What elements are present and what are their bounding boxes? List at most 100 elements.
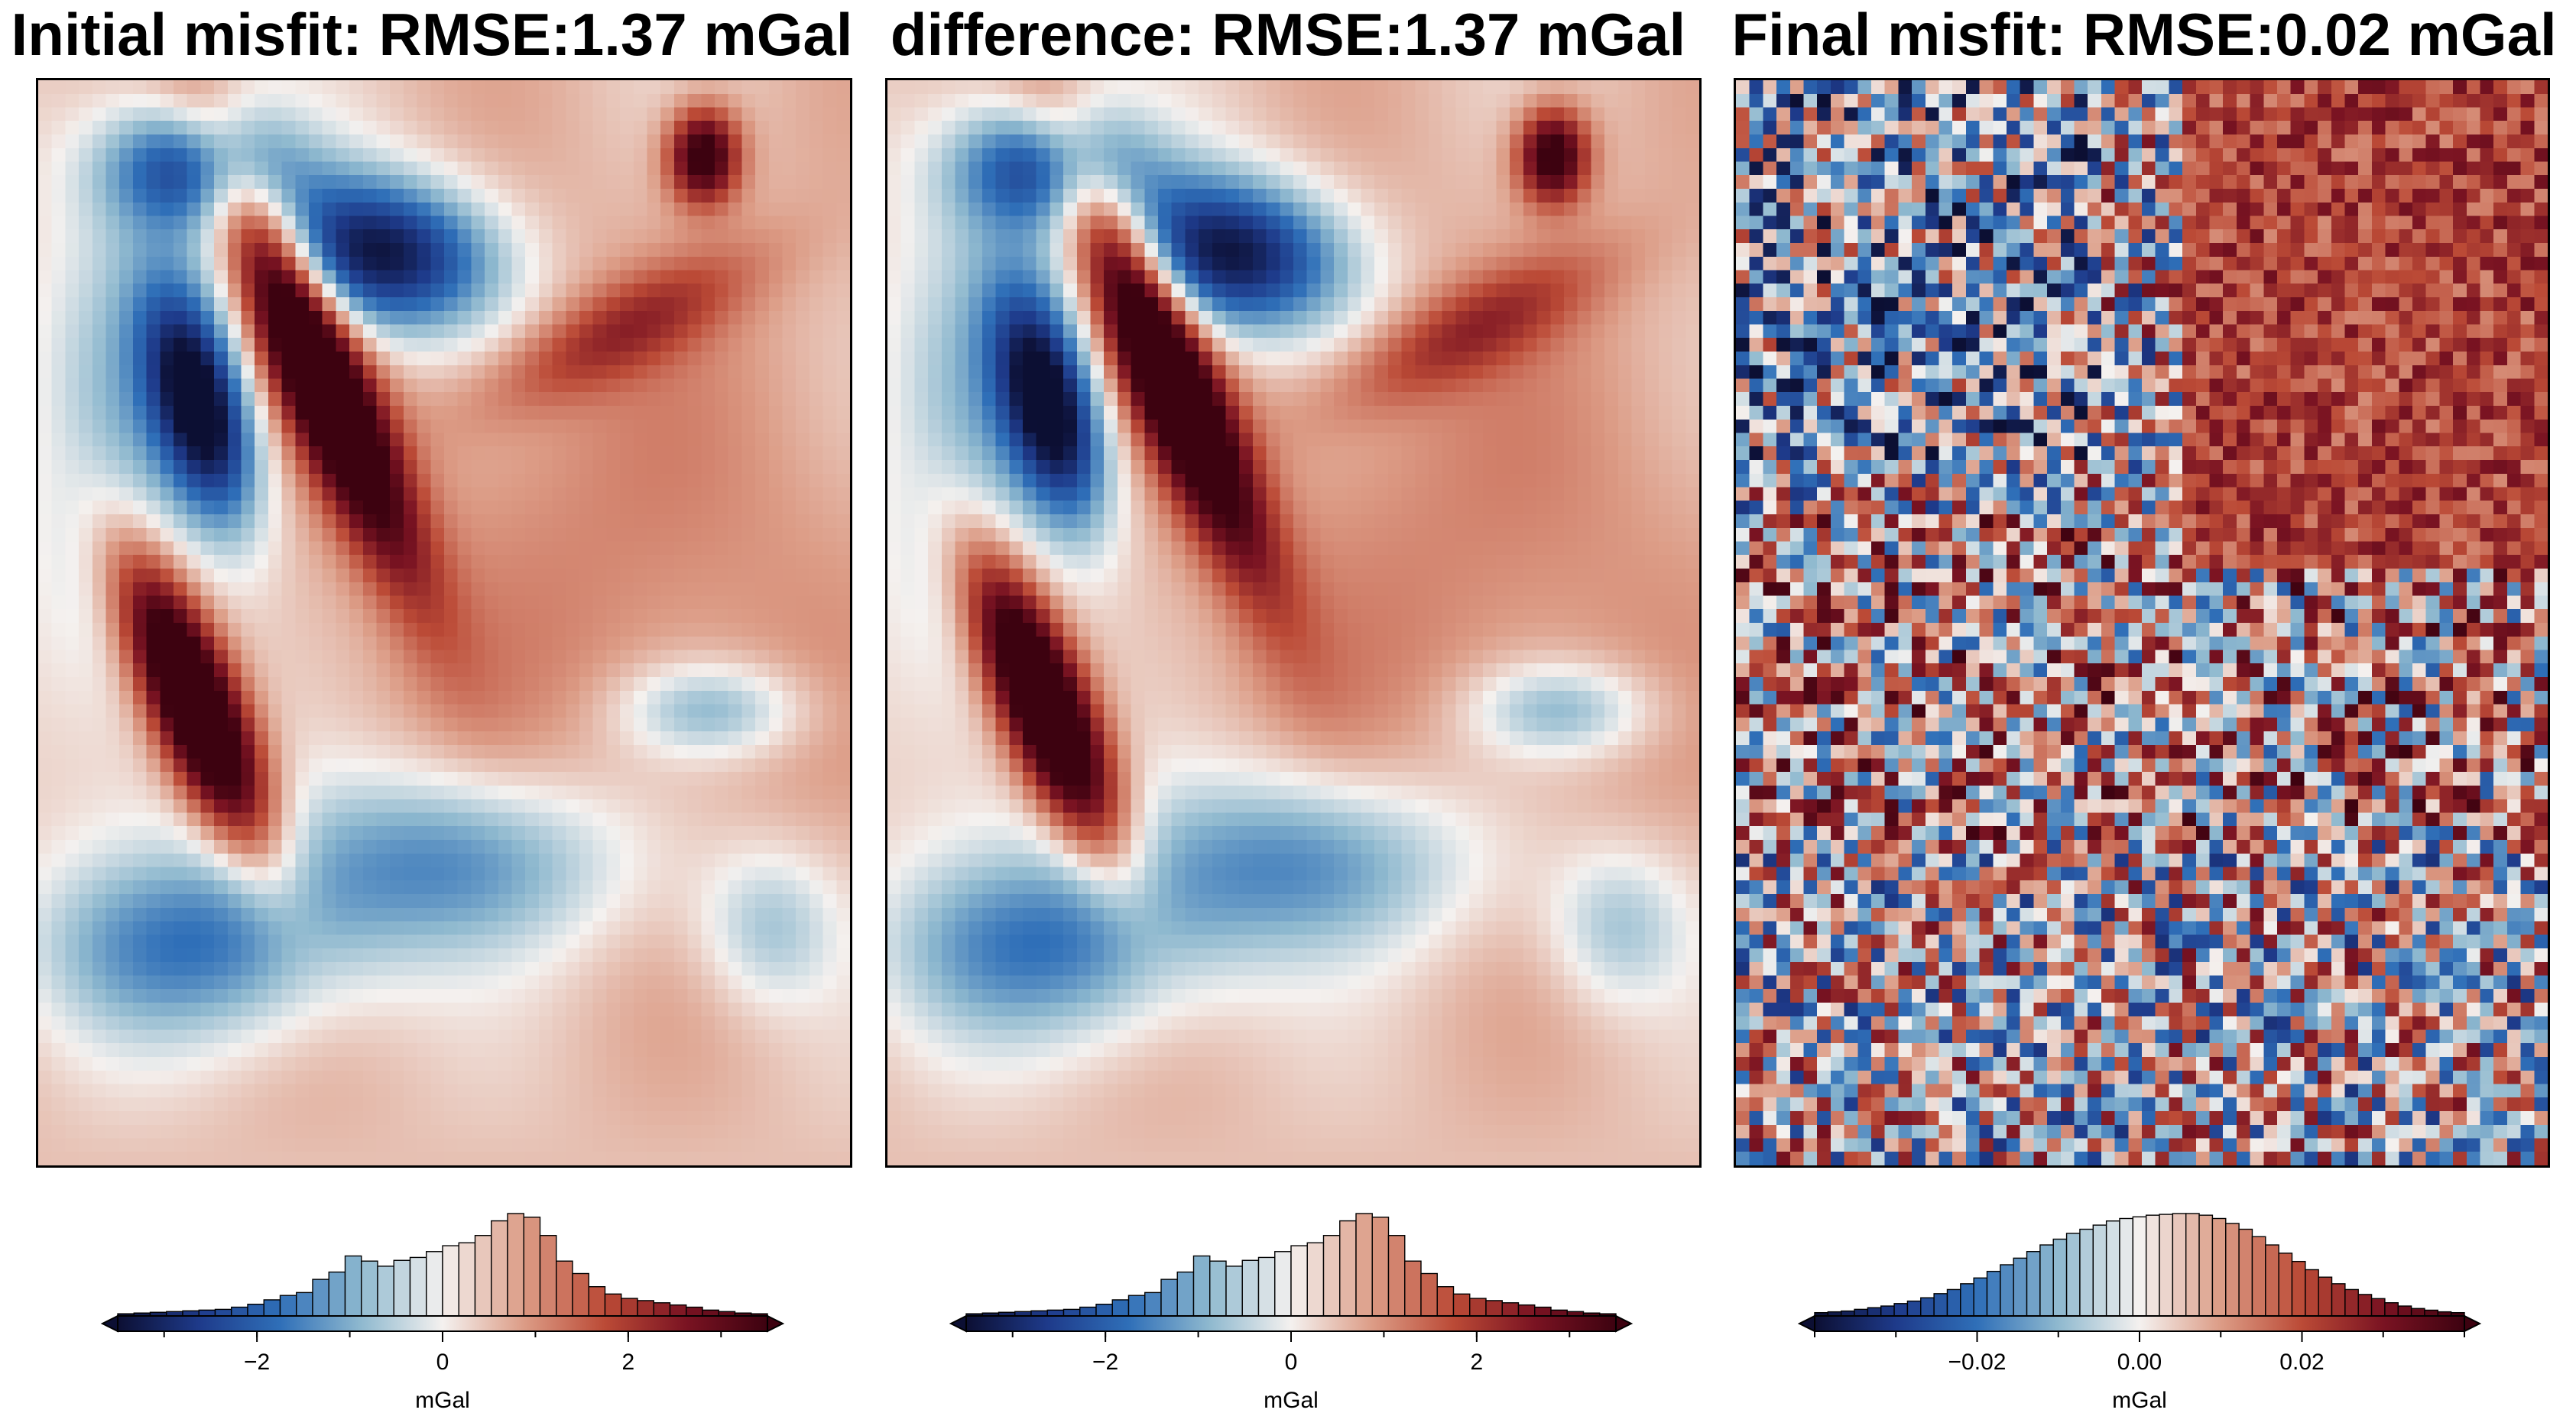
heatmap-cell xyxy=(308,840,323,854)
heatmap-cell xyxy=(227,704,242,718)
heatmap-cell xyxy=(349,352,364,366)
heatmap-cell xyxy=(728,527,742,543)
heatmap-cell xyxy=(471,1124,485,1139)
heatmap-cell xyxy=(620,378,634,393)
heatmap-cell xyxy=(579,419,594,434)
heatmap-cell xyxy=(403,907,418,922)
heatmap-cell xyxy=(592,1111,607,1126)
heatmap-cell xyxy=(995,93,1010,109)
heatmap-cell xyxy=(79,718,93,732)
heatmap-cell xyxy=(606,989,621,1003)
heatmap-cell xyxy=(741,189,756,203)
heatmap-cell xyxy=(92,243,107,258)
heatmap-cell xyxy=(336,650,350,664)
heatmap-cell xyxy=(119,840,134,854)
heatmap-cell xyxy=(809,527,824,543)
heatmap-cell xyxy=(174,772,188,786)
heatmap-cell xyxy=(214,256,229,271)
heatmap-cell xyxy=(376,663,391,678)
heatmap-cell xyxy=(755,961,770,977)
heatmap-cell xyxy=(390,569,404,583)
heatmap-cell xyxy=(105,935,120,949)
heatmap-cell xyxy=(755,541,770,556)
heatmap-cell xyxy=(132,378,148,393)
heatmap-cell xyxy=(741,677,756,692)
heatmap-cell xyxy=(214,1057,229,1071)
heatmap-cell xyxy=(592,595,607,610)
heatmap-cell xyxy=(268,189,283,203)
heatmap-cell xyxy=(444,392,459,407)
heatmap-cell xyxy=(633,677,648,692)
heatmap-cell xyxy=(511,161,526,176)
heatmap-cell xyxy=(51,527,66,543)
heatmap-cell xyxy=(457,677,472,692)
heatmap-cell xyxy=(417,961,431,977)
heatmap-cell xyxy=(119,338,134,352)
heatmap-cell xyxy=(160,352,174,366)
heatmap-cell xyxy=(606,731,621,746)
heatmap-cell xyxy=(673,161,689,176)
heatmap-cell xyxy=(836,758,850,773)
heatmap-cell xyxy=(511,487,526,501)
heatmap-cell xyxy=(714,744,729,760)
heatmap-cell xyxy=(457,460,472,475)
heatmap-cell xyxy=(92,595,107,610)
heatmap-cell xyxy=(322,189,336,203)
heatmap-cell xyxy=(146,894,161,909)
heatmap-cell xyxy=(579,121,594,135)
heatmap-cell xyxy=(714,324,729,339)
heatmap-cell xyxy=(444,1057,459,1071)
heatmap-cell xyxy=(160,284,174,298)
heatmap-cell xyxy=(281,840,296,854)
heatmap-cell xyxy=(592,961,607,977)
heatmap-cell xyxy=(349,704,364,718)
heatmap-cell xyxy=(241,609,255,624)
heatmap-cell xyxy=(1645,80,1659,95)
heatmap-cell xyxy=(146,569,161,583)
heatmap-cell xyxy=(660,147,675,163)
heatmap-cell xyxy=(755,446,770,461)
heatmap-cell xyxy=(92,623,107,637)
heatmap-cell xyxy=(498,324,513,339)
heatmap-cell xyxy=(255,989,269,1003)
heatmap-cell xyxy=(132,310,148,326)
heatmap-cell xyxy=(660,1138,675,1152)
heatmap-cell xyxy=(322,216,336,230)
heatmap-cell xyxy=(1171,93,1186,109)
heatmap-cell xyxy=(65,663,79,678)
heatmap-cell xyxy=(796,1111,810,1126)
heatmap-cell xyxy=(174,93,188,109)
heatmap-cell xyxy=(376,853,391,868)
heatmap-cell xyxy=(579,1003,594,1017)
heatmap-cell xyxy=(38,175,53,190)
heatmap-cell xyxy=(633,853,648,868)
heatmap-cell xyxy=(822,1057,837,1071)
heatmap-cell xyxy=(79,731,93,746)
heatmap-cell xyxy=(187,718,201,732)
heatmap-cell xyxy=(349,527,364,543)
heatmap-cell xyxy=(174,1084,188,1098)
heatmap-cell xyxy=(38,284,53,298)
heatmap-cell xyxy=(511,80,526,95)
heatmap-cell xyxy=(525,256,540,271)
heatmap-cell xyxy=(809,907,824,922)
heatmap-cell xyxy=(714,975,729,990)
heatmap-cell xyxy=(51,338,66,352)
heatmap-cell xyxy=(268,595,283,610)
heatmap-cell xyxy=(538,134,553,149)
heatmap-cell xyxy=(579,514,594,529)
heatmap-cell xyxy=(92,134,107,149)
heatmap-cell xyxy=(836,297,850,312)
heatmap-cell xyxy=(376,799,391,814)
heatmap-cell xyxy=(200,147,215,163)
heatmap-cell xyxy=(255,677,269,692)
heatmap-cell xyxy=(796,433,810,447)
heatmap-cell xyxy=(579,310,594,326)
heatmap-cell xyxy=(782,880,796,895)
heatmap-cell xyxy=(376,935,391,949)
heatmap-cell xyxy=(755,718,770,732)
heatmap-cell xyxy=(92,731,107,746)
heatmap-cell xyxy=(768,514,784,529)
heatmap-cell xyxy=(755,1029,770,1044)
heatmap-cell xyxy=(132,284,148,298)
